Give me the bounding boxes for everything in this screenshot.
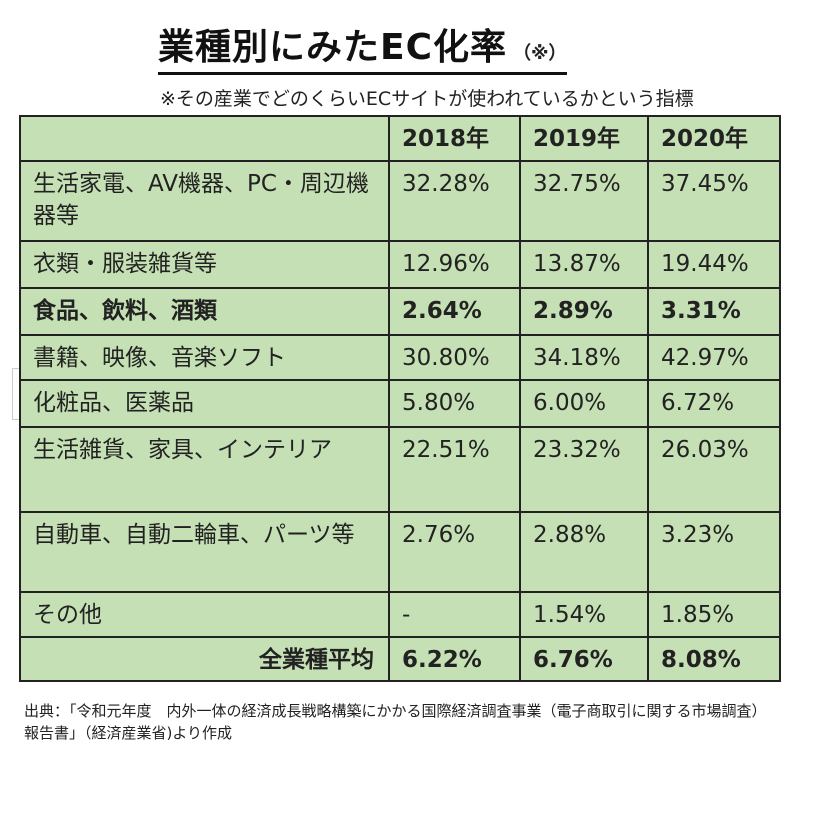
total-row: 全業種平均 6.22% 6.76% 8.08%	[19, 636, 781, 682]
header-cell-2020: 2020年	[647, 115, 781, 162]
table-row: 書籍、映像、音楽ソフト 30.80% 34.18% 42.97%	[19, 334, 781, 381]
cell-2020: 6.72%	[647, 379, 781, 428]
row-label: その他	[19, 591, 390, 638]
cell-2019: 2.88%	[519, 511, 649, 593]
cell-2020: 42.97%	[647, 334, 781, 381]
row-label: 自動車、自動二輪車、パーツ等	[19, 511, 390, 593]
total-2019: 6.76%	[519, 636, 649, 682]
cell-2018: -	[388, 591, 521, 638]
cell-2018: 2.76%	[388, 511, 521, 593]
header-cell-2019: 2019年	[519, 115, 649, 162]
cell-2019: 34.18%	[519, 334, 649, 381]
cell-2018: 22.51%	[388, 426, 521, 513]
table-row: 自動車、自動二輪車、パーツ等 2.76% 2.88% 3.23%	[19, 511, 781, 593]
cell-2020: 19.44%	[647, 240, 781, 289]
row-label: 衣類・服装雑貨等	[19, 240, 390, 289]
cell-2020: 3.23%	[647, 511, 781, 593]
source-note: 出典：「令和元年度 内外一体の経済成長戦略構築にかかる国際経済調査事業（電子商取…	[24, 702, 760, 742]
cell-2019: 23.32%	[519, 426, 649, 513]
subtitle: ※その産業でどのくらいECサイトが使われているかという指標	[160, 88, 694, 110]
row-label: 生活雑貨、家具、インテリア	[19, 426, 390, 513]
table-row: 化粧品、医薬品 5.80% 6.00% 6.72%	[19, 379, 781, 428]
header-cell-industry	[19, 115, 390, 162]
page-title: 業種別にみたEC化率 （※）	[158, 18, 567, 75]
cell-2020: 37.45%	[647, 160, 781, 242]
cell-2020: 3.31%	[647, 287, 781, 336]
cell-2018: 30.80%	[388, 334, 521, 381]
total-2020: 8.08%	[647, 636, 781, 682]
cell-2018: 5.80%	[388, 379, 521, 428]
cell-2018: 2.64%	[388, 287, 521, 336]
header-cell-2018: 2018年	[388, 115, 521, 162]
cell-2019: 2.89%	[519, 287, 649, 336]
cell-2020: 26.03%	[647, 426, 781, 513]
cell-2019: 32.75%	[519, 160, 649, 242]
cell-2018: 12.96%	[388, 240, 521, 289]
ec-rate-table: 2018年 2019年 2020年 生活家電、AV機器、PC・周辺機器等 32.…	[19, 115, 781, 682]
row-label: 書籍、映像、音楽ソフト	[19, 334, 390, 381]
cell-2018: 32.28%	[388, 160, 521, 242]
table-row: 生活雑貨、家具、インテリア 22.51% 23.32% 26.03%	[19, 426, 781, 513]
row-label: 化粧品、医薬品	[19, 379, 390, 428]
total-label: 全業種平均	[19, 636, 390, 682]
cell-2020: 1.85%	[647, 591, 781, 638]
cell-2019: 6.00%	[519, 379, 649, 428]
row-label: 生活家電、AV機器、PC・周辺機器等	[19, 160, 390, 242]
title-note-mark: （※）	[513, 43, 567, 64]
cell-2019: 1.54%	[519, 591, 649, 638]
title-text: 業種別にみたEC化率	[158, 27, 508, 68]
cell-2019: 13.87%	[519, 240, 649, 289]
table-row: 衣類・服装雑貨等 12.96% 13.87% 19.44%	[19, 240, 781, 289]
row-label: 食品、飲料、酒類	[19, 287, 390, 336]
table-row: 生活家電、AV機器、PC・周辺機器等 32.28% 32.75% 37.45%	[19, 160, 781, 242]
header-row: 2018年 2019年 2020年	[19, 115, 781, 162]
table-row: その他 - 1.54% 1.85%	[19, 591, 781, 638]
table-row-highlighted: 食品、飲料、酒類 2.64% 2.89% 3.31%	[19, 287, 781, 336]
total-2018: 6.22%	[388, 636, 521, 682]
